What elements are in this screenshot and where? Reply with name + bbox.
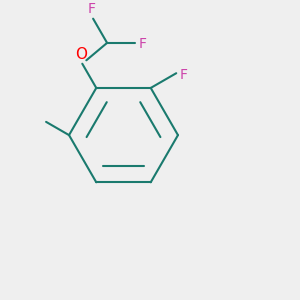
Text: F: F — [139, 38, 147, 51]
Text: F: F — [180, 68, 188, 82]
Text: F: F — [88, 2, 96, 16]
Text: O: O — [75, 47, 87, 62]
